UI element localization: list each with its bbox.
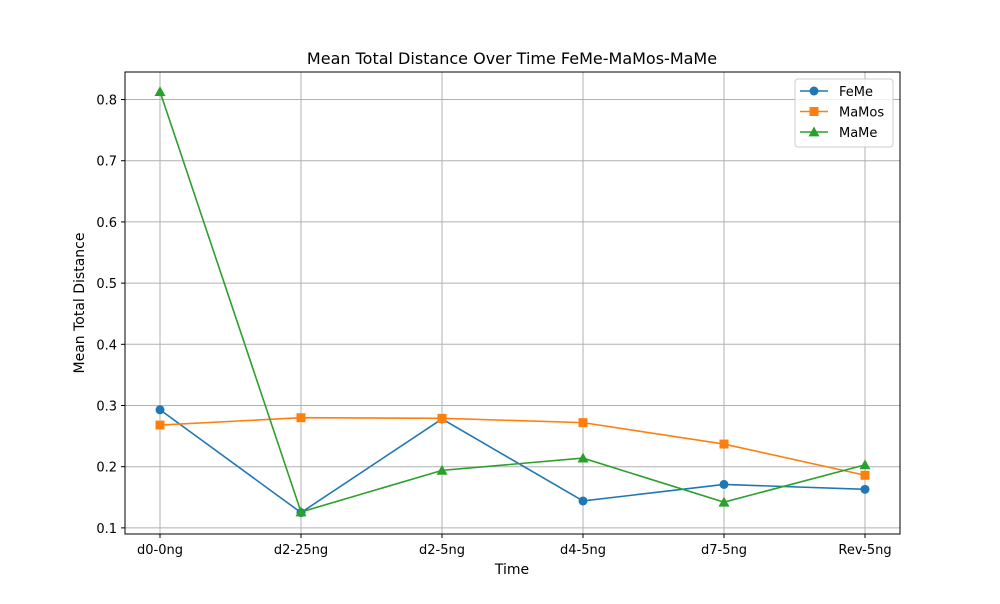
legend-marker-mamos [809,107,819,116]
legend-marker-feme [809,86,819,96]
series-layer [154,86,871,518]
data-point-feme [719,479,729,489]
y-tick-label: 0.6 [96,216,117,231]
data-point-mamos [578,418,588,428]
data-point-mamos [437,413,447,423]
series-mame [154,86,871,517]
data-point-mame [436,464,448,475]
legend-marker-mame [808,126,820,137]
series-mamos [155,413,870,480]
data-point-mame [295,506,307,517]
legend: FeMe MaMos MaMe [794,78,894,148]
x-tick-label: d2-5ng [419,543,465,558]
y-tick-label: 0.2 [96,461,117,476]
y-axis: 0.1 0.2 0.3 0.4 0.5 0.6 0.7 0.8 [96,94,125,537]
series-line-feme [159,409,866,514]
plot-frame [124,71,901,535]
x-tick-label: d7-5ng [701,543,747,558]
x-tick-label: d2-25ng [274,543,328,558]
data-point-mamos [719,439,729,449]
data-point-mame [577,452,589,463]
y-tick-label: 0.1 [96,522,117,537]
grid [125,72,900,534]
legend-label-mamos: MaMos [839,106,884,121]
x-tick-label: d0-0ng [137,543,183,558]
y-tick-label: 0.8 [96,94,117,109]
x-tick-label: d4-5ng [560,543,606,558]
y-axis-label: Mean Total Distance [72,233,88,374]
legend-label-feme: FeMe [839,85,873,100]
series-line-mamos [159,416,866,477]
data-point-mame [718,496,730,507]
x-tick-label: Rev-5ng [838,543,891,558]
series-line-mame [159,91,866,513]
data-point-mame [859,459,871,470]
y-tick-label: 0.3 [96,399,117,414]
x-axis-label: Time [494,562,529,578]
data-point-mamos [155,420,165,430]
data-point-mame [154,86,166,96]
y-tick-label: 0.7 [96,155,117,170]
data-point-feme [860,484,870,494]
data-point-mamos [296,413,306,423]
data-point-mamos [860,470,870,480]
y-tick-label: 0.4 [96,338,117,353]
chart-title: Mean Total Distance Over Time FeMe-MaMos… [307,49,717,68]
legend-box [794,78,894,148]
x-axis: d0-0ng d2-25ng d2-5ng d4-5ng d7-5ng Rev-5ng [137,534,892,558]
y-tick-label: 0.5 [96,277,117,292]
data-point-feme [578,496,588,506]
legend-label-mame: MaMe [839,126,877,141]
data-point-feme [155,405,165,415]
